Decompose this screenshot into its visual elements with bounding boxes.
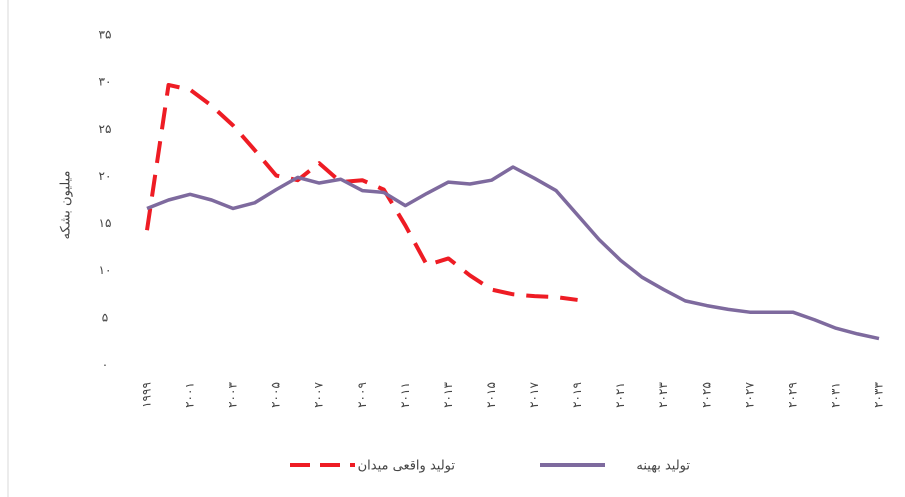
x-tick-label: ۲۰۲۱ <box>613 382 627 408</box>
x-tick-label: ۲۰۱۵ <box>484 382 498 408</box>
x-tick-label: ۲۰۱۷ <box>527 382 541 408</box>
x-tick-label: ۲۰۲۹ <box>785 382 799 408</box>
x-tick-label: ۲۰۰۹ <box>355 382 369 408</box>
x-tick-label: ۲۰۱۳ <box>441 382 455 408</box>
y-tick-label: ۱۵ <box>99 216 112 230</box>
x-tick-label: ۲۰۰۱ <box>183 382 197 408</box>
series-line <box>145 82 578 302</box>
legend-label: تولید بهینه <box>636 459 690 474</box>
y-tick-label: ۰ <box>102 358 108 372</box>
y-tick-label: ۳۰ <box>99 75 112 89</box>
x-tick-label: ۲۰۰۵ <box>269 382 283 408</box>
x-tick-label: ۲۰۱۱ <box>398 382 412 408</box>
x-tick-label: ۲۰۲۷ <box>742 382 756 408</box>
y-tick-label: ۳۵ <box>99 28 112 42</box>
legend-label: تولید واقعی میدان <box>358 459 456 474</box>
x-tick-label: ۲۰۲۳ <box>656 382 670 408</box>
y-tick-label: ۱۰ <box>99 263 112 277</box>
y-tick-label: ۲۵ <box>99 122 112 136</box>
x-tick-label: ۲۰۳۱ <box>828 382 842 408</box>
x-tick-label: ۲۰۳۳ <box>872 382 886 408</box>
x-tick-label: ۲۰۰۳ <box>226 382 240 408</box>
x-tick-label: ۱۹۹۹ <box>140 382 154 408</box>
x-tick-label: ۲۰۰۷ <box>312 382 326 408</box>
y-axis-label: میلیون بشکه <box>59 171 74 240</box>
x-tick-label: ۲۰۱۹ <box>570 382 584 408</box>
y-tick-label: ۵ <box>102 310 108 324</box>
y-tick-label: ۲۰ <box>99 169 112 183</box>
series-line <box>146 165 880 341</box>
x-tick-label: ۲۰۲۵ <box>699 382 713 408</box>
